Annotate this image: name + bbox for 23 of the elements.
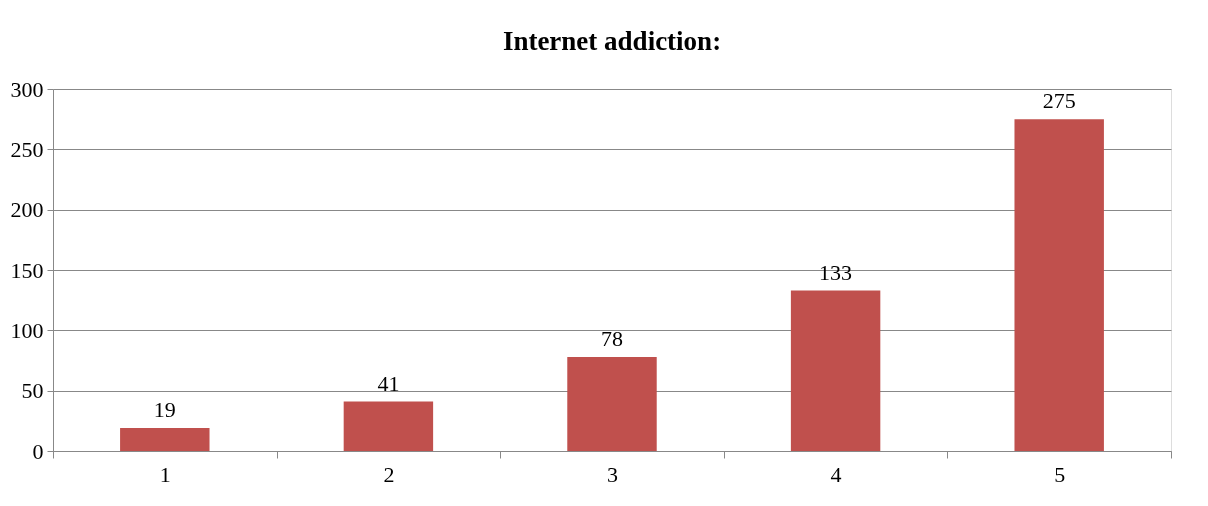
data-label: 19 [153, 397, 176, 423]
y-tick-label: 250 [10, 136, 44, 162]
bar [1014, 119, 1104, 451]
y-tick-label: 300 [10, 76, 44, 102]
bar [343, 401, 434, 451]
data-label: 133 [819, 259, 853, 285]
y-tick-label: 200 [10, 197, 44, 223]
bar [790, 290, 881, 451]
y-tick-label: 100 [10, 317, 44, 343]
data-label: 275 [1042, 88, 1076, 114]
x-tick-label: 2 [383, 461, 395, 487]
y-tick-label: 50 [21, 378, 44, 404]
bar [120, 428, 210, 451]
x-tick-label: 4 [830, 461, 842, 487]
data-label: 78 [601, 325, 623, 351]
x-tick-label: 3 [607, 461, 618, 487]
data-label: 41 [377, 370, 400, 396]
chart-title: Internet addiction: [502, 26, 722, 56]
bar [567, 356, 657, 451]
x-tick-label: 5 [1054, 461, 1066, 487]
y-tick-label: 0 [32, 438, 44, 464]
y-tick-label: 150 [10, 257, 44, 283]
x-tick-label: 1 [159, 461, 171, 487]
